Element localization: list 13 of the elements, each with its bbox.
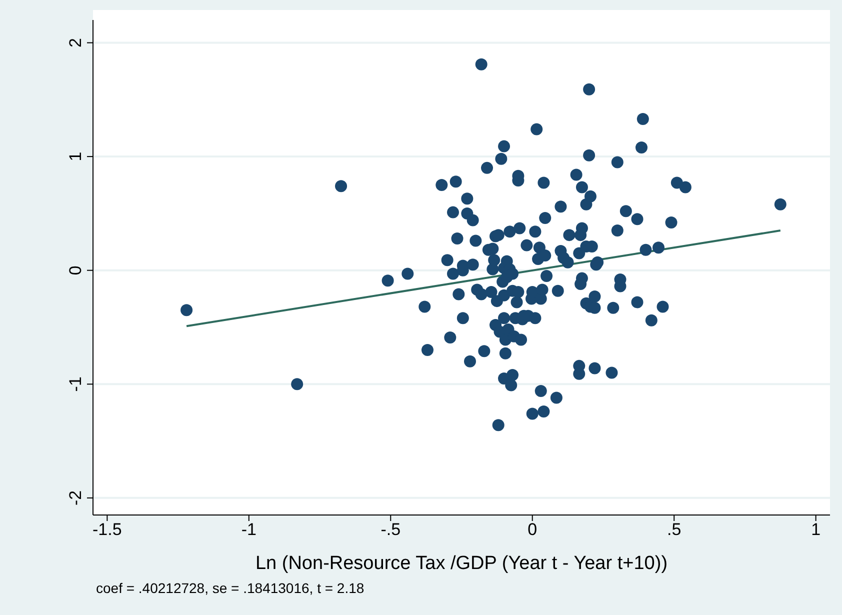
y-tick-label: -1 [66,376,85,392]
x-axis-title: Ln (Non-Resource Tax /GDP (Year t - Year t+10)) [255,553,668,574]
text: coef = .40212728, se = .18413016, t = 2.18 [96,580,364,596]
x-tick-label: -1 [241,520,256,540]
x-tick-label: -1.5 [92,520,122,540]
x-tick-label: .5 [667,520,682,540]
x-tick-label: 1 [811,520,821,540]
x-tick-label: 0 [528,520,538,540]
y-tick-label: 0 [66,266,85,276]
y-tick-label: -2 [66,490,85,506]
x-tick-label: -.5 [380,520,401,540]
y-tick-label: 1 [66,152,85,162]
y-tick-label: 2 [66,38,85,48]
